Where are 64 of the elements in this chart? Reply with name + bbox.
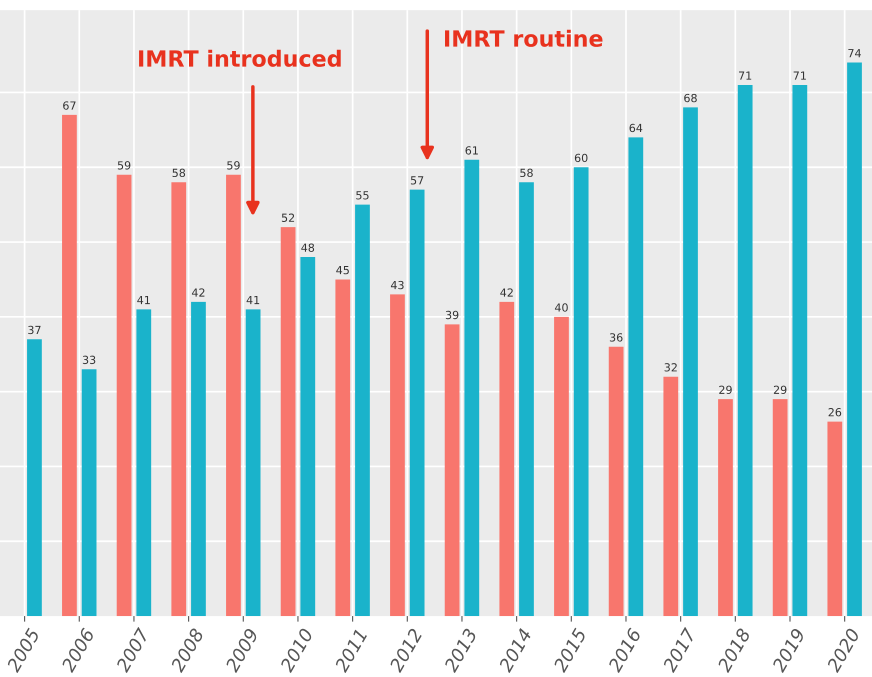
data-label: 40 (554, 303, 568, 312)
data-label: 43 (390, 280, 404, 290)
bar (27, 339, 42, 616)
bar (519, 182, 534, 616)
bar (772, 399, 788, 616)
bar (246, 309, 261, 616)
annotation: IMRT routine (445, 30, 602, 47)
data-label: 61 (466, 146, 478, 155)
bar (116, 174, 132, 616)
bar (390, 294, 405, 616)
bar (280, 227, 296, 616)
data-label: 41 (137, 296, 150, 304)
bar (171, 182, 186, 616)
data-label: 41 (246, 296, 260, 304)
bar (355, 204, 370, 616)
data-label: 59 (227, 161, 240, 170)
bar (335, 279, 350, 616)
data-label: 48 (301, 243, 314, 252)
data-label: 64 (630, 124, 642, 132)
bar (628, 137, 644, 616)
bar (718, 399, 733, 616)
data-label: 68 (684, 94, 697, 102)
data-label: 36 (610, 333, 623, 342)
bar (62, 114, 77, 616)
bar (683, 107, 698, 616)
data-label: 39 (446, 310, 458, 320)
bar (738, 84, 753, 616)
data-label: 42 (192, 288, 204, 297)
data-label: 58 (520, 168, 533, 178)
data-label: 58 (172, 168, 186, 178)
bar (574, 167, 589, 616)
data-label: 29 (774, 386, 786, 394)
data-label: 52 (282, 214, 294, 222)
data-label: 74 (848, 49, 861, 58)
data-label: 26 (828, 408, 842, 416)
bar (792, 84, 808, 616)
bar (226, 174, 241, 616)
bar (608, 346, 624, 616)
annotation: IMRT introduced (139, 50, 341, 67)
bar (82, 369, 96, 616)
bar (464, 160, 480, 616)
data-label: 45 (336, 266, 349, 274)
bar (444, 324, 460, 616)
data-label: 55 (356, 191, 369, 200)
bar (827, 422, 842, 616)
data-label: 33 (82, 356, 96, 364)
bar (499, 302, 514, 616)
data-label: 42 (500, 288, 513, 297)
data-label: 67 (63, 101, 76, 110)
bar (554, 316, 569, 616)
data-label: 71 (794, 72, 806, 80)
bar (300, 257, 316, 616)
bar (410, 190, 425, 616)
bar (663, 376, 678, 616)
bar (847, 62, 862, 616)
data-label: 57 (410, 176, 424, 185)
data-label: 29 (719, 386, 732, 394)
data-label: 59 (118, 161, 130, 170)
data-label: 71 (739, 72, 752, 80)
data-label: 60 (574, 154, 588, 162)
bar (136, 309, 152, 616)
data-label: 32 (664, 363, 677, 372)
data-label: 37 (28, 326, 41, 334)
bar (191, 302, 206, 616)
